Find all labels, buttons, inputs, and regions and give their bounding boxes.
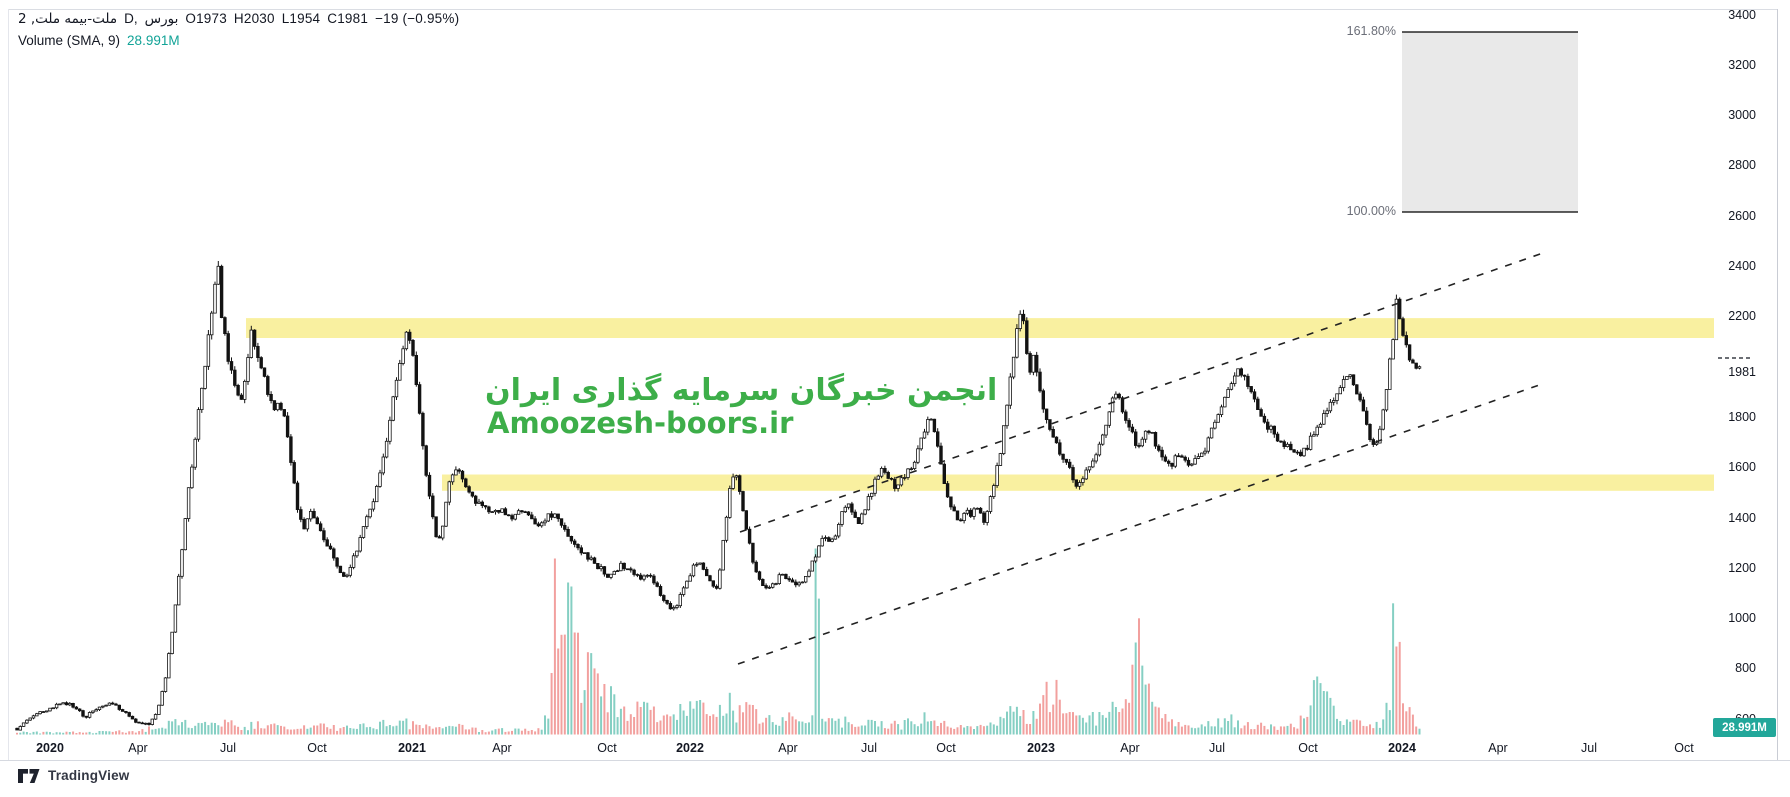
symbol-legend[interactable]: ملت-بیمه ملت, 2 D, بورس O1973 H2030 L195… [18, 11, 459, 27]
timeframe-label[interactable]: D, [124, 11, 138, 26]
high-value: H2030 [233, 11, 275, 26]
price-tick-label: 2600 [1728, 208, 1756, 223]
time-tick-label: Oct [936, 741, 956, 755]
time-tick-label: 2023 [1027, 741, 1055, 755]
price-axis-border [1777, 9, 1778, 760]
price-tick-label: 2800 [1728, 158, 1756, 173]
fib-level-100-label: 100.00% [1346, 204, 1396, 218]
time-tick-label: 2021 [398, 741, 426, 755]
tradingview-attribution[interactable]: TradingView [18, 768, 129, 783]
price-tick-label: 2200 [1728, 309, 1756, 324]
time-tick-label: Jul [861, 741, 877, 755]
chart-series-layer [15, 252, 1753, 735]
price-tick-label: 1400 [1728, 510, 1756, 525]
time-tick-label: Oct [1298, 741, 1318, 755]
open-value: O1973 [185, 11, 227, 26]
tradingview-attribution-text: TradingView [48, 768, 130, 783]
price-tick-label: 1200 [1728, 560, 1756, 575]
exchange-label: بورس [144, 11, 179, 27]
support-zone [246, 318, 1714, 338]
volume-indicator-value: 28.991M [127, 33, 180, 48]
volume-indicator-label[interactable]: Volume (SMA, 9) [18, 33, 121, 48]
current-price-label: 1981 [1728, 365, 1756, 379]
price-tick-label: 1800 [1728, 409, 1756, 424]
price-tick-label: 3200 [1728, 57, 1756, 72]
time-tick-label: Oct [1674, 741, 1694, 755]
price-tick-label: 2400 [1728, 259, 1756, 273]
volume-value-badge: 28.991M [1713, 718, 1776, 737]
time-tick-label: 2024 [1388, 741, 1416, 755]
price-tick-label: 3000 [1728, 108, 1756, 123]
time-tick-label: Oct [307, 741, 327, 755]
volume-indicator-legend[interactable]: Volume (SMA, 9) 28.991M [18, 33, 180, 48]
frame-top-border [8, 9, 1777, 10]
close-value: C1981 [327, 11, 369, 26]
watermark-line1: انجمن خبرگان سرمایه گذاری ایران [485, 372, 997, 408]
fib-level-161-label: 161.80% [1346, 24, 1396, 38]
time-tick-label: 2022 [676, 741, 704, 755]
low-value: L1954 [281, 11, 321, 26]
price-tick-label: 800 [1735, 661, 1756, 676]
candlestick-series [15, 261, 1422, 731]
time-tick-label: 2020 [36, 741, 64, 755]
time-tick-label: Apr [1120, 741, 1140, 755]
price-tick-label: 1600 [1728, 460, 1756, 475]
price-tick-label: 3400 [1728, 7, 1756, 22]
time-tick-label: Apr [778, 741, 798, 755]
volume-series [16, 548, 1421, 735]
time-tick-label: Apr [1488, 741, 1508, 755]
time-tick-label: Jul [220, 741, 236, 755]
time-tick-label: Oct [597, 741, 617, 755]
time-tick-label: Apr [128, 741, 148, 755]
symbol-name[interactable]: ملت-بیمه ملت, 2 [18, 11, 118, 27]
time-axis-border [0, 760, 1790, 761]
time-tick-label: Jul [1581, 741, 1597, 755]
price-tick-label: 1000 [1728, 611, 1756, 626]
change-value: −19 (−0.95%) [375, 11, 460, 26]
time-tick-label: Jul [1209, 741, 1225, 755]
time-tick-label: Apr [492, 741, 512, 755]
trend-channel-upper-line[interactable] [739, 252, 1544, 533]
frame-left-border [8, 9, 9, 760]
chart-background-layer [246, 31, 1714, 491]
watermark-line2: Amoozesh-boors.ir [487, 406, 794, 440]
tradingview-logo-icon [18, 768, 40, 783]
fib-extension-box[interactable] [1402, 32, 1578, 212]
